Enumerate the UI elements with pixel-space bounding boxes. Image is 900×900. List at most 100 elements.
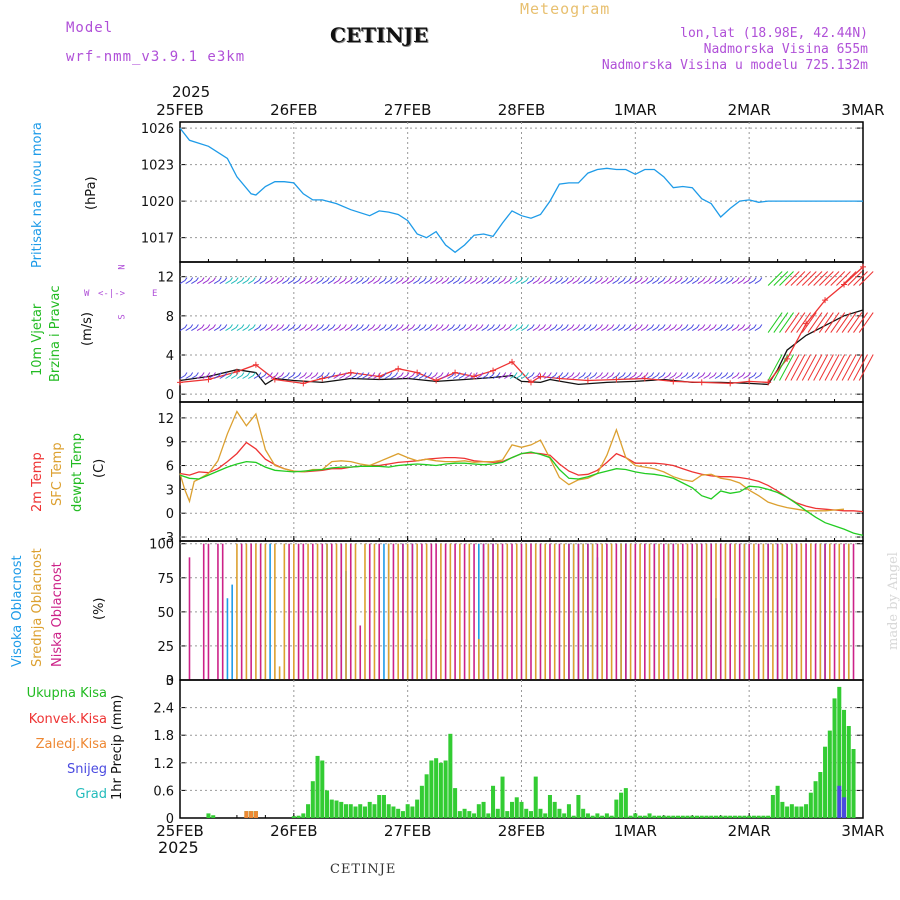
wind-barb bbox=[692, 324, 700, 331]
cloud-bar bbox=[681, 543, 684, 680]
wind-barb bbox=[532, 277, 541, 284]
x-tick-label-top: 26FEB bbox=[270, 101, 317, 119]
wind-barb-strong bbox=[767, 271, 783, 286]
precipitation-bar bbox=[732, 815, 737, 818]
model-label: Model bbox=[66, 20, 114, 36]
cloud-bar bbox=[800, 543, 803, 680]
wind-barb-strong bbox=[807, 354, 823, 381]
wind-barb bbox=[276, 324, 285, 331]
wind-barb bbox=[299, 277, 307, 284]
x-tick-label-top: 2MAR bbox=[728, 101, 771, 119]
wind-barb-strong bbox=[858, 312, 874, 333]
wind-barb bbox=[287, 277, 296, 284]
wind-barb bbox=[464, 372, 473, 379]
precipitation-bar bbox=[804, 804, 809, 818]
precipitation-bar bbox=[291, 816, 296, 818]
wind-barb bbox=[538, 324, 547, 331]
cloud-bar bbox=[625, 543, 627, 680]
wind-barb bbox=[612, 277, 621, 284]
precipitation-bar bbox=[590, 815, 595, 818]
wind-barb bbox=[686, 324, 695, 331]
cloud-bar bbox=[473, 543, 475, 680]
gust-marker bbox=[841, 281, 848, 288]
precipitation-bar bbox=[794, 806, 799, 818]
cloud-bar bbox=[440, 543, 442, 680]
cloud-bar bbox=[700, 543, 703, 680]
cloud-bar bbox=[724, 543, 727, 680]
wind-barb bbox=[196, 277, 205, 284]
precipitation-bar bbox=[837, 785, 842, 818]
wind-barb bbox=[418, 372, 427, 379]
x-tick-label-top: 28FEB bbox=[498, 101, 545, 119]
precipitation-bar bbox=[638, 815, 643, 818]
gust-marker bbox=[784, 355, 791, 362]
wind-ytick-label: 12 bbox=[157, 271, 174, 286]
cloud-bar bbox=[316, 543, 319, 680]
wind-barb bbox=[435, 372, 444, 379]
gust-marker bbox=[803, 320, 810, 327]
wind-barb bbox=[583, 324, 592, 331]
wind-barb bbox=[452, 277, 461, 284]
wind-barb bbox=[356, 372, 364, 379]
wind-barb bbox=[219, 372, 228, 379]
wind-barb-strong bbox=[767, 354, 783, 381]
cloud-bar bbox=[373, 543, 376, 680]
wind-barb bbox=[549, 324, 558, 331]
wind-barb bbox=[623, 372, 632, 379]
cloud-bar bbox=[416, 543, 418, 680]
wind-barb bbox=[327, 372, 336, 379]
gust-marker bbox=[527, 379, 534, 386]
wind-barb bbox=[589, 372, 598, 379]
precipitation-bar bbox=[604, 813, 609, 818]
wind-barb bbox=[504, 372, 512, 379]
wind-barb bbox=[657, 324, 666, 331]
x-tick-label-bottom: 27FEB bbox=[384, 822, 431, 840]
cloud-bar bbox=[378, 543, 381, 680]
wind-barb bbox=[470, 372, 478, 379]
cloud-bar bbox=[387, 543, 390, 680]
precipitation-bar bbox=[671, 815, 676, 818]
cloud-bar bbox=[478, 543, 480, 680]
wind-barb bbox=[424, 372, 433, 379]
model-elevation-label: Nadmorska Visina u modelu 725.132m bbox=[601, 58, 868, 73]
precipitation-bar bbox=[519, 801, 524, 818]
precipitation-bar bbox=[818, 772, 823, 818]
wind-barb bbox=[509, 324, 518, 331]
wind-barb-strong bbox=[847, 271, 863, 286]
precipitation-bar bbox=[543, 813, 548, 818]
wind-barb bbox=[344, 324, 353, 331]
cloud-bar bbox=[786, 543, 788, 680]
cloud-bar bbox=[397, 543, 399, 680]
gust-marker bbox=[205, 376, 212, 383]
wind-barb bbox=[515, 324, 524, 331]
cloud-bar bbox=[221, 543, 224, 680]
gust-marker bbox=[252, 361, 259, 368]
cloud-bar bbox=[847, 543, 850, 680]
precipitation-bar bbox=[320, 760, 325, 818]
precipitation-bar bbox=[429, 760, 434, 818]
wind-barb bbox=[640, 324, 649, 331]
wind-barb-strong bbox=[847, 354, 863, 381]
wind-barb-strong bbox=[836, 312, 851, 333]
cloud-bar bbox=[217, 543, 219, 680]
precipitation-bar bbox=[808, 792, 813, 818]
wind-barb bbox=[743, 372, 751, 379]
pressure-ytick-label: 1023 bbox=[141, 159, 174, 174]
wind-barb bbox=[390, 277, 399, 284]
wind-barb bbox=[544, 372, 552, 379]
wind-barb bbox=[669, 324, 677, 331]
wind-barb bbox=[213, 372, 222, 379]
precipitation-bar bbox=[619, 792, 624, 818]
wind-barb bbox=[464, 277, 473, 284]
cloud-bar bbox=[302, 543, 305, 680]
cloud-bar bbox=[606, 543, 608, 680]
wind-barb-strong bbox=[847, 312, 863, 333]
precipitation-bar bbox=[761, 815, 766, 818]
precipitation-bar bbox=[434, 758, 439, 818]
cloud-bar bbox=[245, 543, 248, 680]
wind-barb bbox=[430, 277, 438, 284]
wind-barb bbox=[515, 372, 524, 379]
wind-barb bbox=[697, 277, 706, 284]
wind-barb-strong bbox=[813, 354, 829, 381]
wind-barb bbox=[293, 372, 302, 379]
